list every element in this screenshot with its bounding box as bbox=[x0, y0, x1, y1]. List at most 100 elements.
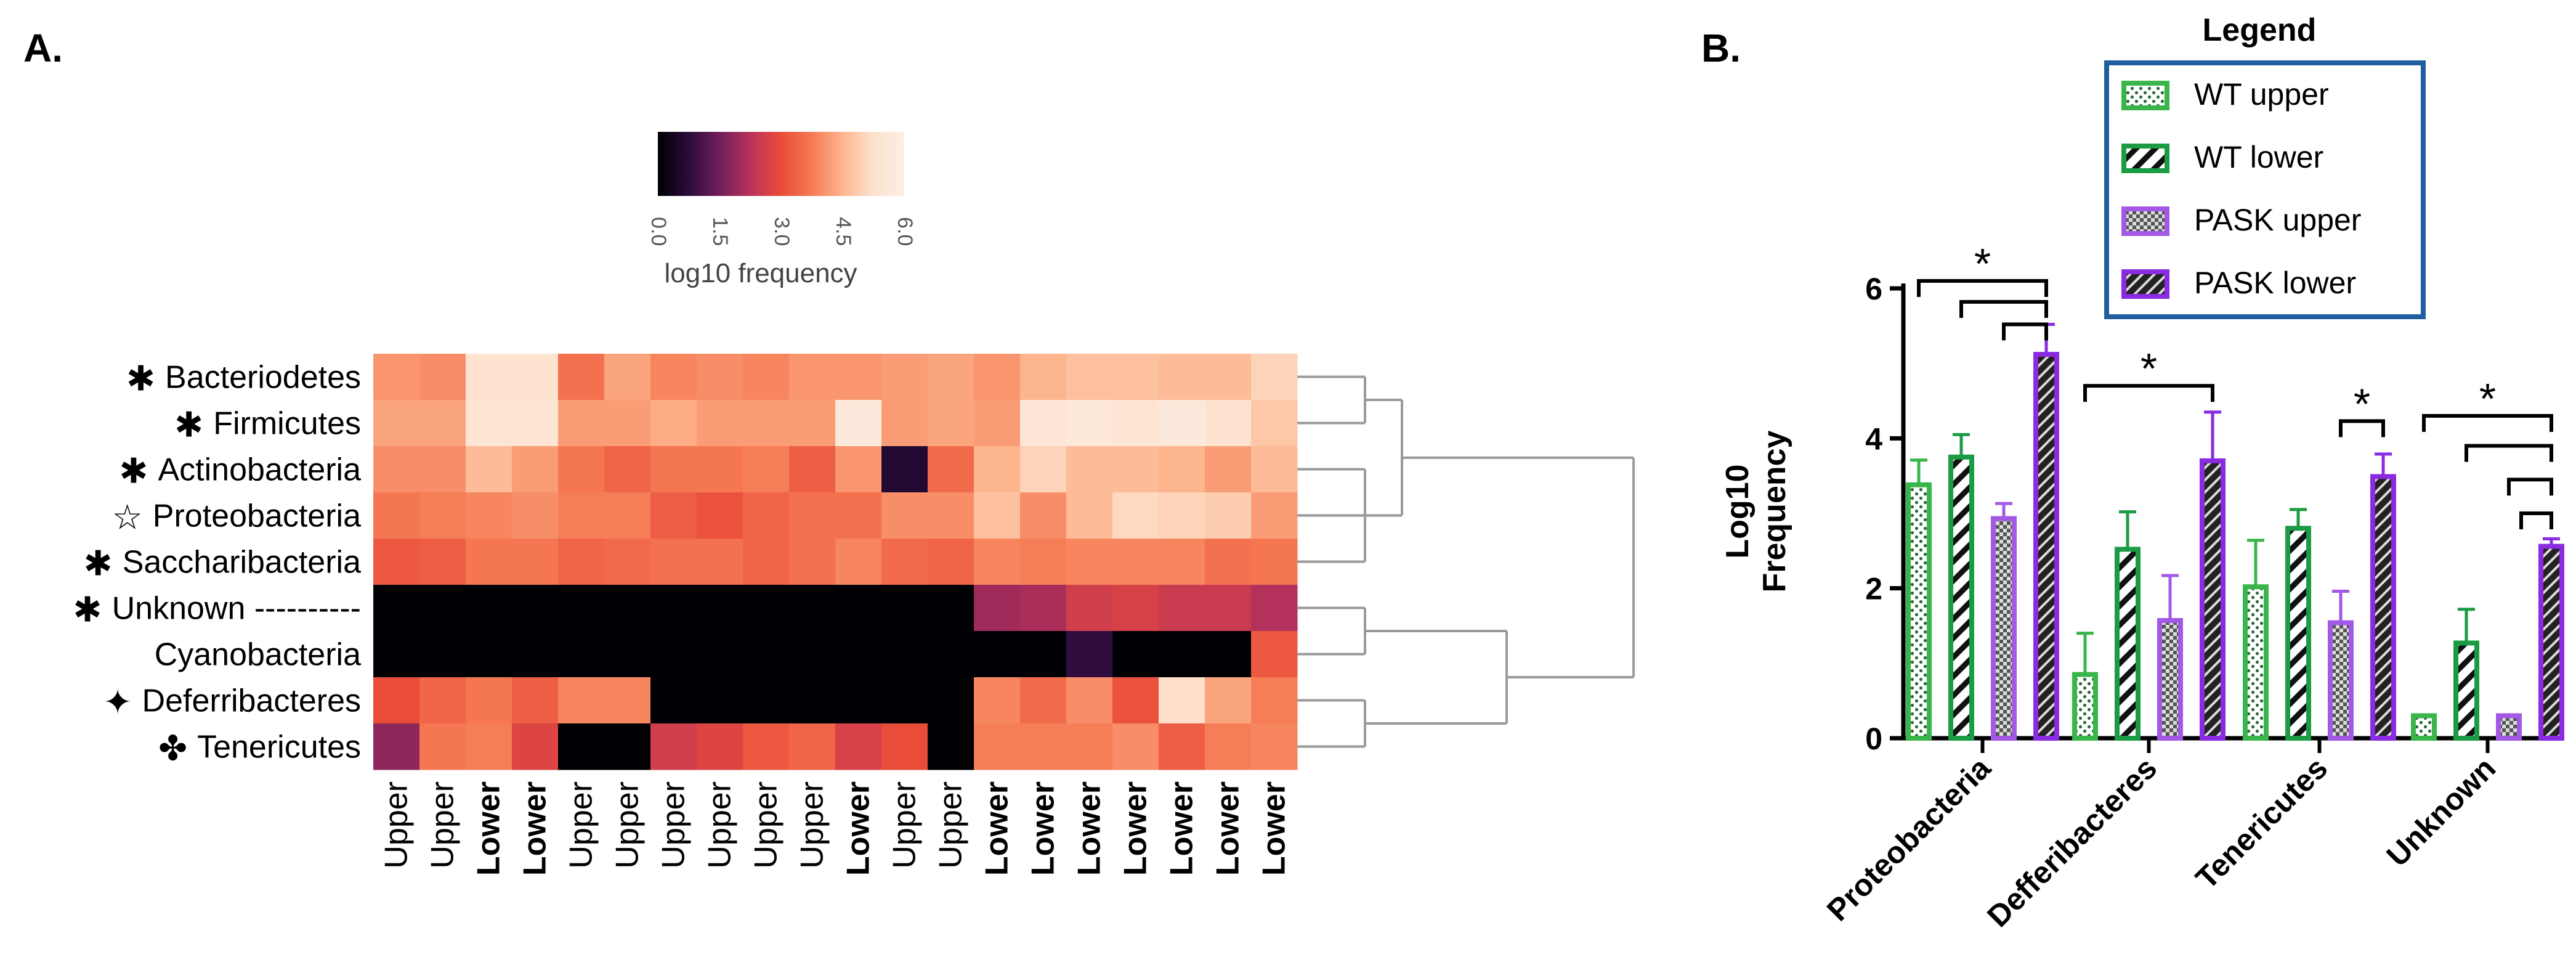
heatmap-cell bbox=[1205, 723, 1252, 770]
heatmap-cell bbox=[743, 677, 790, 724]
heatmap-cell bbox=[604, 723, 651, 770]
significance-bracket bbox=[2465, 444, 2553, 462]
dendrogram-branch bbox=[1297, 606, 1366, 656]
heatmap-cell bbox=[419, 585, 466, 632]
heatmap-column-label: Upper bbox=[933, 781, 969, 869]
heatmap-cell bbox=[650, 723, 697, 770]
heatmap-cell bbox=[1159, 400, 1205, 447]
heatmap-cell bbox=[835, 446, 882, 493]
heatmap-cell bbox=[466, 585, 512, 632]
y-axis-title: Frequency bbox=[1757, 430, 1792, 592]
heatmap-cell bbox=[789, 539, 836, 585]
x-tick-label: Unknown bbox=[2380, 751, 2503, 873]
significance-bracket bbox=[1917, 279, 2048, 297]
legend: WT upper WT lower PASK upper PASK lower bbox=[2104, 60, 2426, 319]
heatmap-cell bbox=[974, 446, 1021, 493]
heatmap-cell bbox=[512, 631, 559, 678]
heatmap-row-label: Unknown ---------- bbox=[112, 591, 361, 627]
heatmap-cell bbox=[1020, 677, 1067, 724]
error-bar bbox=[1995, 502, 2012, 519]
heatmap-cell bbox=[558, 585, 605, 632]
heatmap-column-label: Lower bbox=[1210, 781, 1246, 876]
heatmap-cell bbox=[743, 400, 790, 447]
heatmap-cell bbox=[835, 400, 882, 447]
heatmap-cell bbox=[835, 723, 882, 770]
legend-label: PASK lower bbox=[2194, 266, 2356, 300]
heatmap-column-label: Upper bbox=[887, 781, 923, 869]
heatmap-cell bbox=[650, 585, 697, 632]
heatmap-cell bbox=[1066, 446, 1113, 493]
heatmap-cell bbox=[1112, 677, 1159, 724]
error-bar bbox=[2076, 632, 2094, 675]
error-bar bbox=[2458, 608, 2475, 643]
heatmap-cell bbox=[697, 400, 743, 447]
heatmap-cell bbox=[835, 354, 882, 401]
legend-label: WT lower bbox=[2194, 140, 2323, 174]
heatmap-cell bbox=[1020, 585, 1067, 632]
heatmap-cell bbox=[650, 677, 697, 724]
x-tick-label: Proteobacteria bbox=[1820, 750, 1998, 927]
heatmap-cell bbox=[1112, 631, 1159, 678]
error-bar bbox=[2375, 452, 2392, 477]
heatmap-cell bbox=[466, 539, 512, 585]
heatmap-column-label: Lower bbox=[841, 781, 877, 876]
heatmap-cell bbox=[1205, 354, 1252, 401]
heatmap-cell bbox=[650, 400, 697, 447]
significance-bracket bbox=[2002, 322, 2048, 341]
heatmap-column-label: Lower bbox=[1257, 781, 1292, 876]
heatmap-cell bbox=[1066, 723, 1113, 770]
heatmap-cell bbox=[650, 631, 697, 678]
heatmap-cell bbox=[974, 585, 1021, 632]
heatmap-cell bbox=[1112, 492, 1159, 539]
significance-bracket bbox=[2339, 419, 2385, 438]
heatmap-cell bbox=[558, 492, 605, 539]
heatmap-column-label: Upper bbox=[425, 781, 461, 869]
heatmap-cell bbox=[881, 400, 928, 447]
heatmap-row-label: Proteobacteria bbox=[153, 499, 361, 534]
bar bbox=[2200, 458, 2226, 741]
heatmap-cell bbox=[1251, 677, 1298, 724]
significance-star: * bbox=[2141, 344, 2157, 393]
colorbar-tick: 1.5 bbox=[708, 217, 732, 246]
heatmap-row-label: Bacteriodetes bbox=[165, 360, 361, 396]
y-tick-label: 0 bbox=[1865, 722, 1882, 756]
heatmap-cell bbox=[466, 446, 512, 493]
heatmap-cell bbox=[1066, 492, 1113, 539]
heatmap-cell bbox=[928, 631, 974, 678]
heatmap-cell bbox=[1159, 585, 1205, 632]
error-bar bbox=[2247, 539, 2264, 587]
heatmap-cell bbox=[743, 446, 790, 493]
heatmap-cell bbox=[1251, 492, 1298, 539]
heatmap-cell bbox=[1251, 585, 1298, 632]
heatmap-cell bbox=[928, 354, 974, 401]
heatmap-row-marker: ✦ bbox=[103, 683, 132, 722]
heatmap-cell bbox=[419, 492, 466, 539]
heatmap-cell bbox=[789, 631, 836, 678]
heatmap-cell bbox=[650, 492, 697, 539]
heatmap-cell bbox=[1020, 400, 1067, 447]
bar bbox=[1991, 516, 2017, 741]
heatmap-column-label: Lower bbox=[1072, 781, 1108, 876]
significance-bracket bbox=[2083, 384, 2214, 402]
error-bar bbox=[1953, 433, 1970, 457]
significance-bracket bbox=[2507, 478, 2553, 496]
heatmap-cell bbox=[419, 400, 466, 447]
heatmap-cell bbox=[928, 539, 974, 585]
bar bbox=[2115, 547, 2141, 741]
heatmap-cell bbox=[928, 400, 974, 447]
heatmap-cell bbox=[835, 492, 882, 539]
heatmap-cell bbox=[1066, 677, 1113, 724]
heatmap-cell bbox=[373, 585, 420, 632]
legend-label: WT upper bbox=[2194, 77, 2329, 112]
heatmap-cell bbox=[1066, 539, 1113, 585]
heatmap-cell bbox=[1205, 400, 1252, 447]
bar bbox=[2496, 713, 2522, 741]
heatmap-cell bbox=[419, 446, 466, 493]
heatmap-cell bbox=[928, 585, 974, 632]
panel-b-label: B. bbox=[1701, 26, 1741, 70]
heatmap bbox=[373, 354, 1298, 770]
heatmap-cell bbox=[558, 677, 605, 724]
y-tick-label: 4 bbox=[1865, 421, 1882, 456]
heatmap-row-marker: ✱ bbox=[119, 452, 148, 491]
